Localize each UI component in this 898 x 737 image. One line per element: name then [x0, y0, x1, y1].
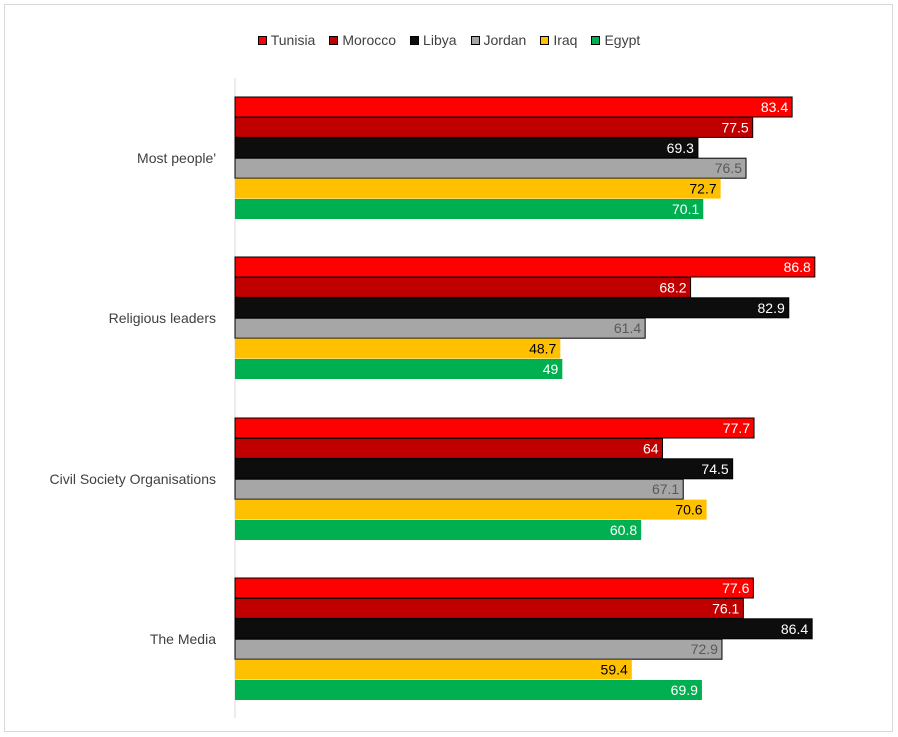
data-label: 83.4 — [761, 99, 788, 115]
legend-swatch — [540, 35, 550, 45]
bar-morocco-most-people — [234, 116, 754, 138]
legend-label: Jordan — [483, 32, 527, 48]
legend-item-morocco: Morocco — [329, 30, 396, 50]
bar-egypt-religious-leaders — [235, 359, 563, 379]
legend-swatch — [410, 35, 420, 45]
legend-item-jordan: Jordan — [470, 30, 527, 50]
legend-swatch — [591, 35, 601, 45]
bar-jordan-religious-leaders — [234, 317, 646, 339]
data-label: 77.7 — [723, 420, 750, 436]
legend: Tunisia Morocco Libya Jordan Iraq Egypt — [0, 30, 898, 50]
legend-label: Morocco — [342, 32, 397, 48]
data-label: 70.1 — [672, 201, 699, 217]
data-label: 49 — [543, 361, 559, 377]
bar-libya-civil-society-organisations — [234, 458, 734, 480]
bar-libya-the-media — [234, 618, 813, 640]
legend-item-tunisia: Tunisia — [257, 30, 316, 50]
data-label: 69.3 — [667, 140, 694, 156]
data-label: 72.7 — [689, 181, 716, 197]
bar-morocco-civil-society-organisations — [234, 437, 664, 459]
data-label: 77.5 — [721, 119, 748, 135]
category-label: Civil Society Organisations — [49, 471, 216, 487]
bar-morocco-religious-leaders — [234, 276, 692, 298]
data-label: 76.1 — [712, 600, 739, 616]
data-label: 86.4 — [781, 621, 808, 637]
bar-libya-most-people — [234, 137, 699, 159]
bar-iraq-civil-society-organisations — [235, 499, 707, 520]
category-label: Most people' — [137, 150, 216, 166]
legend-label: Egypt — [604, 32, 641, 48]
data-label: 74.5 — [701, 461, 728, 477]
legend-swatch — [470, 35, 480, 45]
bar-tunisia-civil-society-organisations — [234, 417, 755, 439]
bar-tunisia-the-media — [234, 577, 754, 599]
bar-morocco-the-media — [234, 597, 744, 619]
legend-swatch — [257, 35, 267, 45]
bar-jordan-civil-society-organisations — [234, 478, 684, 500]
bar-tunisia-most-people — [234, 96, 793, 118]
bar-egypt-the-media — [235, 680, 702, 700]
data-label: 70.6 — [675, 502, 702, 518]
legend-item-libya: Libya — [410, 30, 457, 50]
bar-jordan-most-people — [234, 157, 747, 179]
data-label: 72.9 — [691, 641, 718, 657]
legend-label: Iraq — [553, 32, 578, 48]
legend-item-egypt: Egypt — [591, 30, 640, 50]
data-label: 59.4 — [601, 662, 628, 678]
data-label: 69.9 — [671, 682, 698, 698]
bar-egypt-civil-society-organisations — [235, 520, 642, 540]
data-label: 48.7 — [529, 341, 556, 357]
data-label: 77.6 — [722, 580, 749, 596]
bar-iraq-religious-leaders — [235, 338, 561, 359]
data-label: 82.9 — [758, 300, 785, 316]
bar-libya-religious-leaders — [234, 297, 790, 319]
data-label: 86.8 — [784, 259, 811, 275]
bar-iraq-the-media — [235, 659, 632, 680]
data-label: 76.5 — [715, 160, 742, 176]
bar-egypt-most-people — [235, 199, 704, 219]
data-label: 60.8 — [610, 522, 637, 538]
legend-swatch — [329, 35, 339, 45]
legend-item-iraq: Iraq — [540, 30, 577, 50]
bar-tunisia-religious-leaders — [234, 256, 816, 278]
legend-label: Libya — [423, 32, 457, 48]
data-label: 61.4 — [614, 320, 641, 336]
category-label: Religious leaders — [109, 310, 216, 326]
data-label: 64 — [643, 440, 659, 456]
bar-iraq-most-people — [235, 178, 721, 199]
data-label: 67.1 — [652, 481, 679, 497]
legend-label: Tunisia — [270, 32, 316, 48]
bar-jordan-the-media — [234, 638, 723, 660]
category-label: The Media — [150, 631, 216, 647]
data-label: 68.2 — [659, 279, 686, 295]
